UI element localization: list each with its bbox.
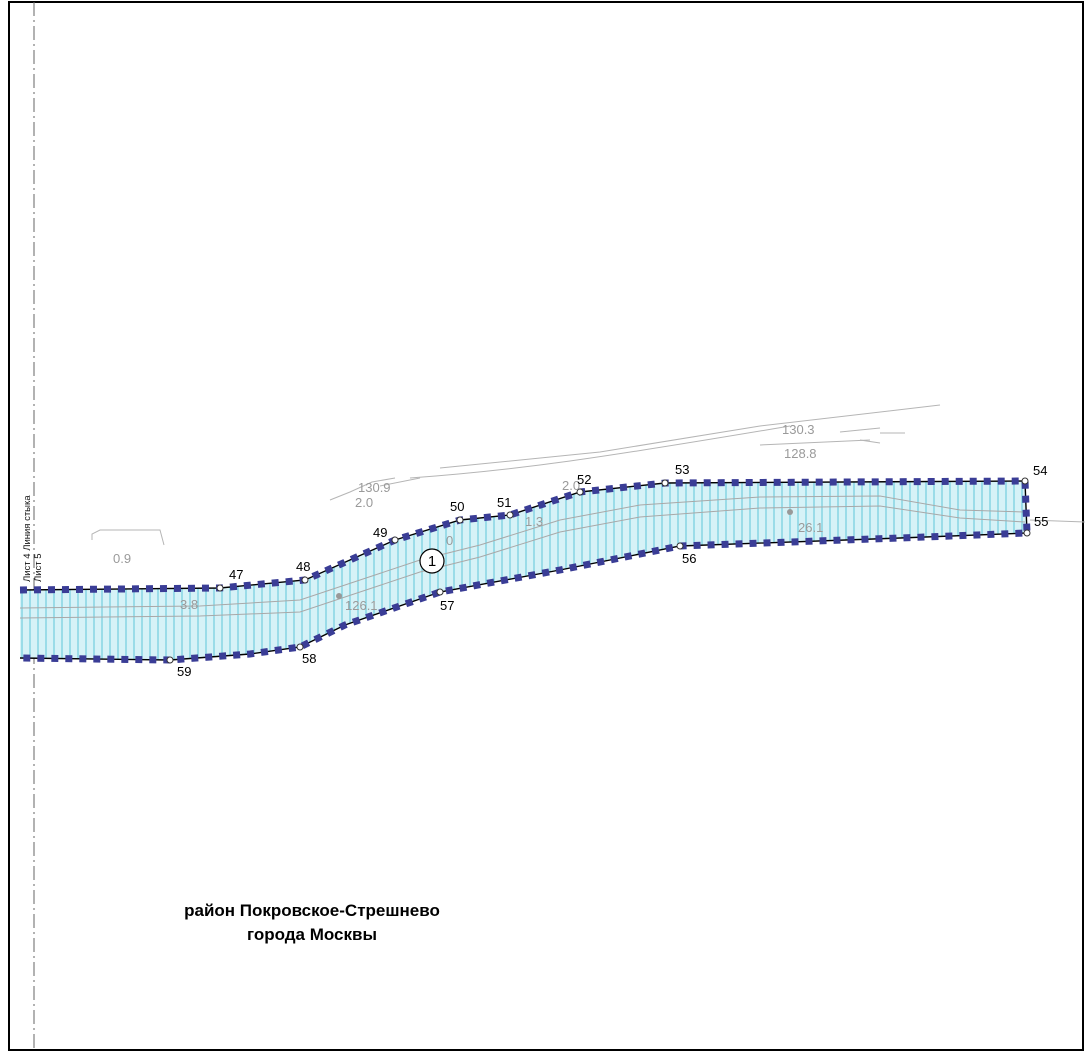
district-label-bg <box>138 893 486 951</box>
elevation-label: 0 <box>446 533 453 548</box>
elevation-label: 3.8 <box>180 597 198 612</box>
elevation-label: 126.1 <box>345 598 378 613</box>
elevation-label: 130.3 <box>782 422 815 437</box>
map-frame <box>8 1 1084 1051</box>
elevation-label: 128.8 <box>784 446 817 461</box>
elevation-dot <box>787 509 793 515</box>
zone-hatched-area <box>20 481 1027 660</box>
elevation-label: 130.9 <box>358 480 391 495</box>
point-label: 56 <box>682 551 696 566</box>
point-label: 52 <box>577 472 591 487</box>
point-label: 53 <box>675 462 689 477</box>
elevation-label: 1.3 <box>525 514 543 529</box>
elevation-dot <box>336 593 342 599</box>
elevation-label: 0.9 <box>113 551 131 566</box>
elevation-label: 2.0 <box>355 495 373 510</box>
point-label: 58 <box>302 651 316 666</box>
topo-lines <box>91 404 1085 546</box>
elevation-label: 2.0 <box>562 478 580 493</box>
point-label: 59 <box>177 664 191 679</box>
point-label: 51 <box>497 495 511 510</box>
district-label-line1: район Покровское-Стрешнево <box>184 901 440 920</box>
elevation-label: 26.1 <box>798 520 823 535</box>
point-label: 49 <box>373 525 387 540</box>
zone-number: 1 <box>428 553 436 570</box>
zone-number-circle <box>419 548 445 574</box>
district-label-line2: города Москвы <box>247 925 377 944</box>
point-label: 50 <box>450 499 464 514</box>
point-label: 47 <box>229 567 243 582</box>
sheet-junction-label: Лист 4 Линия стыка <box>22 495 33 582</box>
vertex-markers <box>166 477 1031 664</box>
point-label: 55 <box>1034 514 1048 529</box>
point-label: 54 <box>1033 463 1047 478</box>
point-label: 48 <box>296 559 310 574</box>
sheet-5-label: Лист 5 <box>33 553 44 582</box>
point-label: 57 <box>440 598 454 613</box>
